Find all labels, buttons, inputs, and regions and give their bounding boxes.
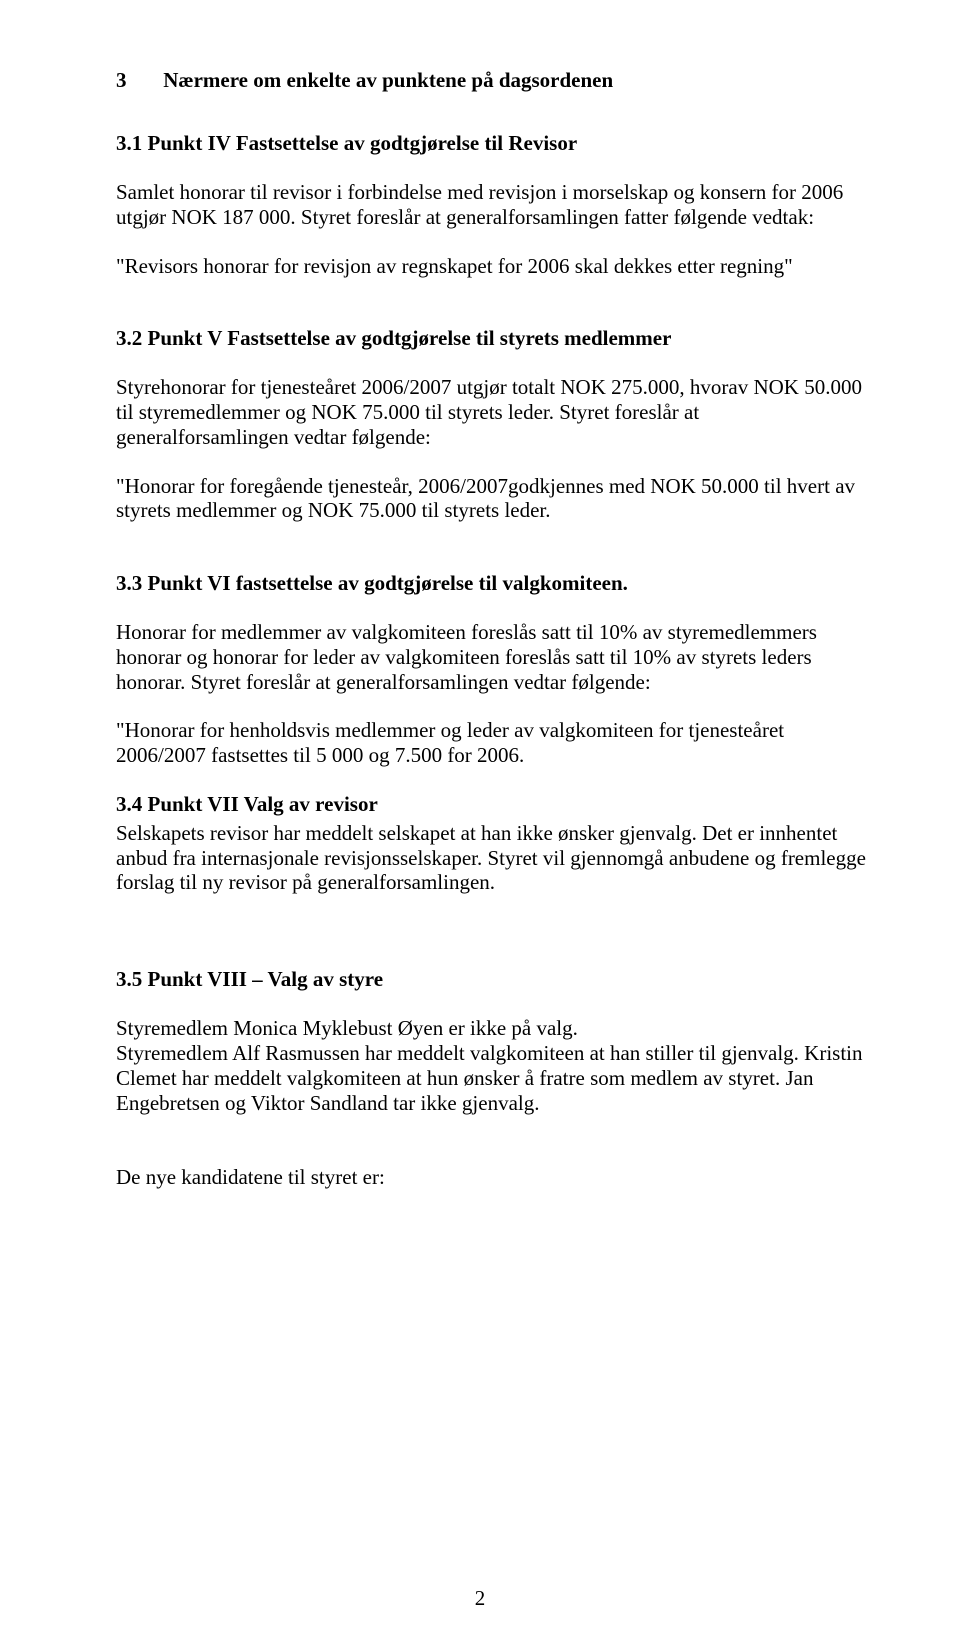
section-3-3-para-1: Honorar for medlemmer av valgkomiteen fo… [116,620,872,694]
section-3-4-para-1: Selskapets revisor har meddelt selskapet… [116,821,872,895]
section-3-heading: 3 Nærmere om enkelte av punktene på dags… [116,68,872,93]
section-3-5-para-2: Styremedlem Alf Rasmussen har meddelt va… [116,1041,872,1115]
section-3-5-heading: 3.5 Punkt VIII – Valg av styre [116,967,872,992]
vertical-spacer [116,1139,872,1165]
document-page: 3 Nærmere om enkelte av punktene på dags… [0,0,960,1643]
page-number: 2 [0,1586,960,1611]
section-3-2-para-1: Styrehonorar for tjenesteåret 2006/2007 … [116,375,872,449]
section-3-number: 3 [116,68,158,93]
section-3-1-para-1: Samlet honorar til revisor i forbindelse… [116,180,872,230]
section-3-5-para-1: Styremedlem Monica Myklebust Øyen er ikk… [116,1016,872,1041]
section-3-title: Nærmere om enkelte av punktene på dagsor… [163,68,613,92]
section-3-4-heading: 3.4 Punkt VII Valg av revisor [116,792,872,817]
section-3-5-para-3: De nye kandidatene til styret er: [116,1165,872,1190]
section-3-2-para-2: "Honorar for foregående tjenesteår, 2006… [116,474,872,524]
section-3-3-heading: 3.3 Punkt VI fastsettelse av godtgjørels… [116,571,872,596]
section-3-3-para-2: "Honorar for henholdsvis medlemmer og le… [116,718,872,768]
vertical-spacer [116,919,872,967]
section-3-1-heading: 3.1 Punkt IV Fastsettelse av godtgjørels… [116,131,872,156]
section-3-2-heading: 3.2 Punkt V Fastsettelse av godtgjørelse… [116,326,872,351]
section-3-1-para-2: "Revisors honorar for revisjon av regnsk… [116,254,872,279]
